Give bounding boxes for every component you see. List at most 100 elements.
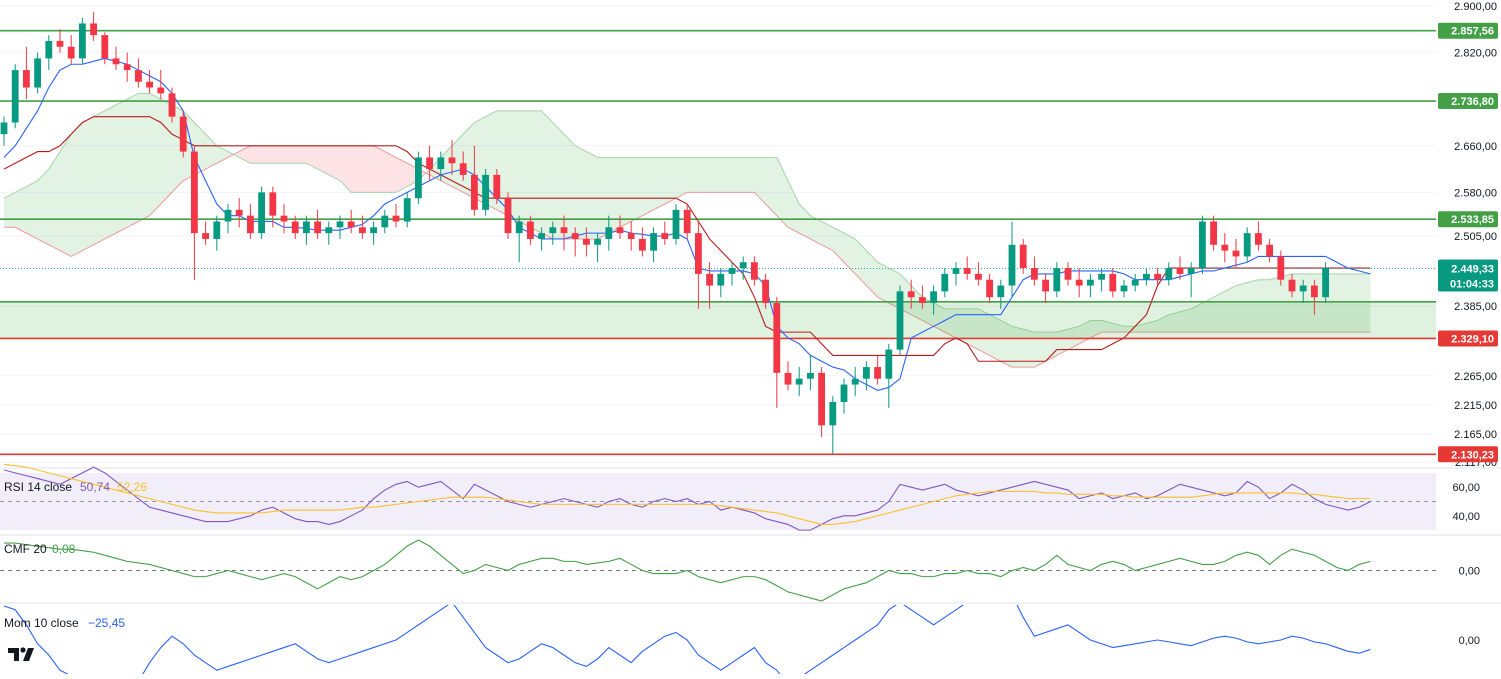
candle-body <box>650 233 657 251</box>
cloud-segment <box>844 233 856 274</box>
price-level-tag <box>1438 211 1498 228</box>
cloud-segment <box>104 105 116 239</box>
candle-body <box>728 268 736 274</box>
cloud-segment <box>866 250 878 298</box>
candle-body <box>146 81 153 88</box>
candle-body <box>426 157 433 170</box>
candle-body <box>1322 268 1329 298</box>
candle-body <box>1255 233 1262 245</box>
candle-body <box>303 221 310 234</box>
candle-body <box>1277 256 1285 280</box>
candle-body <box>504 198 512 234</box>
cloud-segment <box>855 238 867 286</box>
cloud-segment <box>1258 279 1270 333</box>
cloud-segment <box>396 157 408 193</box>
candle-body <box>1031 268 1038 280</box>
rsi-ma-value-label: 52,26 <box>117 480 147 494</box>
candle-body <box>627 233 635 239</box>
candle-body <box>515 221 523 234</box>
cmf-value-label: 0,08 <box>52 542 76 556</box>
candle-body <box>986 279 993 298</box>
cloud-segment <box>541 110 553 239</box>
candle-body <box>941 273 949 292</box>
candle-body <box>157 87 165 94</box>
candle-body <box>1019 244 1027 269</box>
candle-body <box>1087 279 1094 286</box>
candle-body <box>661 233 669 239</box>
candle-body <box>101 35 109 59</box>
price-axis-tick-label: 2.660,00 <box>1454 141 1497 153</box>
cloud-segment <box>1146 320 1158 333</box>
price-axis-tick-label: 2.215,00 <box>1454 400 1497 412</box>
candle-body <box>1210 221 1217 245</box>
cloud-segment <box>687 157 699 193</box>
candle-body <box>851 378 859 385</box>
candle-body <box>919 297 926 304</box>
candle-body <box>1199 221 1206 269</box>
candle-body <box>235 209 243 216</box>
candle-body <box>247 215 254 234</box>
candle-body <box>997 285 1005 298</box>
candle-body <box>1098 273 1105 280</box>
price-level-tag-label: 2.329,10 <box>1451 333 1494 345</box>
candle-body <box>1075 279 1083 286</box>
candle-body <box>314 221 321 234</box>
candle-body <box>1120 285 1128 292</box>
cloud-segment <box>1359 273 1371 333</box>
candle-body <box>896 291 904 350</box>
cloud-segment <box>1247 279 1259 333</box>
candle-body <box>1266 244 1273 257</box>
cloud-segment <box>26 180 38 239</box>
candle-body <box>706 273 713 286</box>
candle-body <box>370 227 377 234</box>
cloud-segment <box>1000 320 1012 368</box>
cloud-segment <box>642 157 654 216</box>
candle-body <box>168 93 176 117</box>
price-axis-tick-label: 2.385,00 <box>1454 301 1497 313</box>
cloud-segment <box>216 145 228 164</box>
candle-body <box>11 70 19 123</box>
cloud-segment <box>564 134 576 239</box>
price-axis-tick-label: 2.265,00 <box>1454 371 1497 383</box>
cloud-segment <box>1056 329 1068 356</box>
candle-body <box>1311 285 1318 298</box>
candle-body <box>123 64 131 71</box>
cloud-segment <box>138 93 150 222</box>
cloud-segment <box>698 157 710 193</box>
cloud-segment <box>720 157 732 193</box>
candle-body <box>1165 268 1173 280</box>
candle-body <box>975 273 982 280</box>
cloud-segment <box>60 134 72 257</box>
rsi-value-label: 50,74 <box>80 480 110 494</box>
price-axis-tick-label: 2.165,00 <box>1454 429 1497 441</box>
candle-body <box>1232 250 1240 257</box>
candle-body <box>639 238 646 251</box>
cmf-title: CMF 20 <box>4 542 47 556</box>
tradingview-logo <box>8 647 34 661</box>
cloud-segment <box>328 145 340 181</box>
candle-body <box>415 157 422 199</box>
cloud-segment <box>922 297 934 327</box>
cmf-axis-tick-label: 0,00 <box>1459 566 1480 578</box>
candle-body <box>1187 268 1195 274</box>
bar-countdown-label: 01:04:33 <box>1450 278 1494 290</box>
candle-body <box>560 227 568 234</box>
candle-body <box>179 116 187 152</box>
candle-body <box>213 221 221 239</box>
rsi-axis-tick-label: 40,00 <box>1452 511 1480 523</box>
price-level-tag-label: 2.130,23 <box>1451 449 1494 461</box>
candle-body <box>1109 273 1117 292</box>
cloud-segment <box>15 186 27 234</box>
cloud-segment <box>1034 332 1046 368</box>
cloud-segment <box>608 157 620 234</box>
cloud-segment <box>519 110 531 228</box>
candle-body <box>1008 244 1016 286</box>
current-price-tag <box>1438 259 1498 292</box>
candle-body <box>45 40 53 59</box>
cloud-segment <box>362 145 374 193</box>
candle-body <box>392 215 400 222</box>
cloud-segment <box>765 157 777 216</box>
candle-body <box>359 227 366 234</box>
